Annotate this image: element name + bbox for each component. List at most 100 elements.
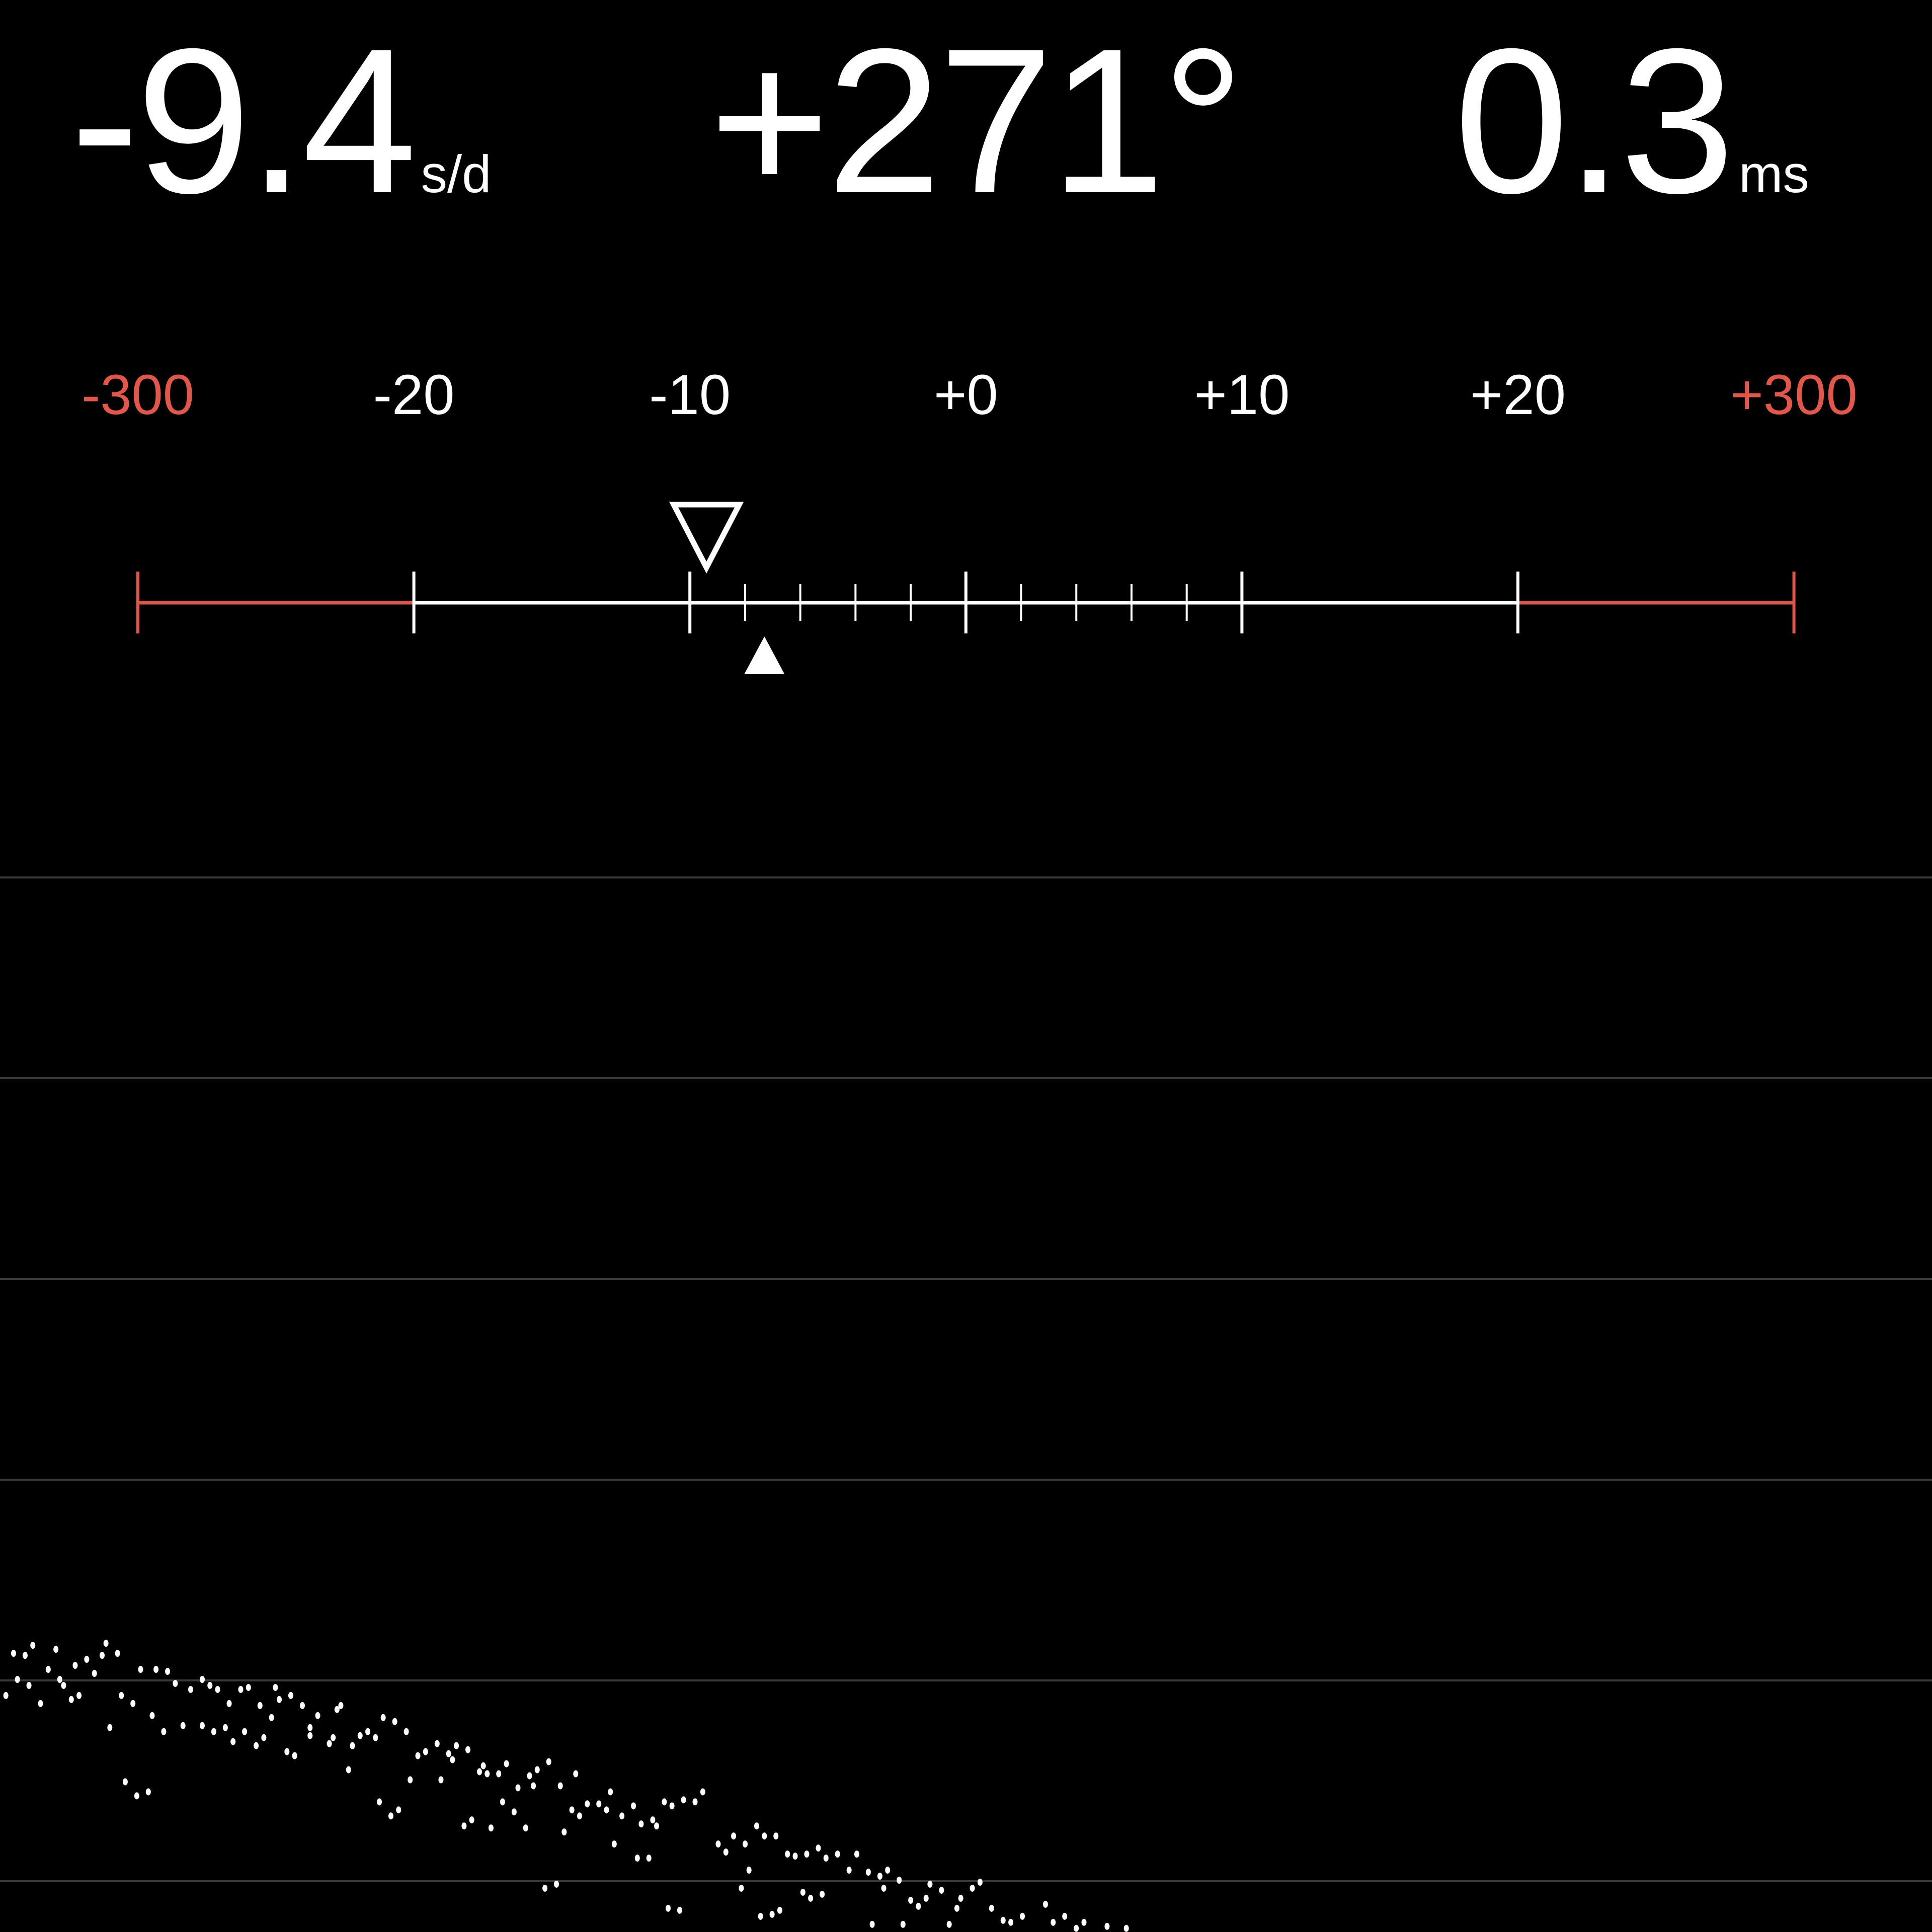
data-point [681, 1796, 686, 1804]
data-point [958, 1894, 963, 1902]
data-point [145, 1788, 151, 1796]
data-point [130, 1700, 136, 1707]
data-point [808, 1894, 814, 1902]
data-point [284, 1748, 290, 1755]
data-point [103, 1640, 109, 1647]
data-point [1062, 1912, 1068, 1920]
scale-label: -300 [81, 363, 195, 426]
data-point [3, 1692, 9, 1699]
data-point [246, 1683, 251, 1691]
data-point [665, 1904, 671, 1912]
data-point [881, 1884, 887, 1892]
data-point [523, 1824, 528, 1832]
rate-unit: s/d [421, 145, 492, 204]
data-point [746, 1867, 752, 1874]
data-point [900, 1920, 906, 1928]
data-point [608, 1788, 613, 1796]
data-point [1081, 1918, 1087, 1926]
data-point [619, 1812, 625, 1820]
data-point [885, 1867, 891, 1874]
data-point [977, 1878, 983, 1886]
data-point [731, 1832, 737, 1840]
data-point [496, 1770, 502, 1778]
data-point [1020, 1912, 1025, 1920]
data-point [854, 1850, 859, 1858]
data-point [423, 1748, 428, 1755]
data-point [380, 1714, 386, 1721]
data-point [792, 1853, 798, 1860]
data-point [650, 1816, 656, 1824]
data-point [408, 1776, 413, 1784]
data-point [877, 1873, 882, 1880]
data-point [222, 1724, 228, 1731]
data-point [254, 1742, 259, 1749]
data-point [846, 1867, 852, 1874]
data-point [970, 1884, 975, 1892]
data-point [585, 1800, 590, 1808]
data-point [561, 1828, 567, 1836]
data-point [292, 1752, 297, 1759]
data-point [743, 1840, 748, 1848]
data-point [469, 1816, 474, 1824]
data-point [804, 1850, 810, 1858]
data-point [257, 1702, 263, 1709]
rate-readout: -9.4 s/d [70, 6, 492, 236]
data-point [1008, 1918, 1014, 1926]
data-point [546, 1758, 551, 1765]
data-point [38, 1700, 43, 1707]
data-point [173, 1679, 178, 1687]
data-point [554, 1880, 559, 1888]
data-point [1051, 1918, 1056, 1926]
data-point [662, 1798, 667, 1806]
current-rate-marker-icon [744, 636, 785, 674]
data-point [631, 1802, 636, 1810]
data-point [669, 1802, 675, 1810]
data-point [762, 1832, 767, 1840]
beat-error-readout: 0.3 ms [1454, 18, 1809, 224]
data-point [392, 1718, 397, 1725]
data-point [188, 1685, 193, 1693]
data-point [376, 1798, 382, 1806]
data-point [638, 1820, 644, 1828]
rate-value: -9.4 [70, 6, 417, 236]
data-point [773, 1832, 779, 1840]
data-point [611, 1840, 617, 1848]
data-point [350, 1742, 355, 1749]
data-point [438, 1776, 444, 1784]
data-point [577, 1812, 582, 1820]
average-rate-marker-icon [669, 502, 744, 574]
data-point [331, 1734, 336, 1741]
data-point [715, 1840, 721, 1848]
data-point [596, 1800, 602, 1808]
data-point [153, 1666, 159, 1673]
data-point [515, 1784, 521, 1792]
data-point [30, 1642, 36, 1649]
data-point [396, 1806, 401, 1814]
data-point [226, 1700, 232, 1707]
data-point [989, 1904, 994, 1912]
data-point [273, 1683, 278, 1691]
data-point [754, 1822, 759, 1830]
data-point [138, 1666, 143, 1673]
data-point [534, 1766, 540, 1774]
data-point [307, 1732, 313, 1739]
data-point [365, 1728, 371, 1735]
data-point [261, 1734, 267, 1741]
data-point [1104, 1922, 1110, 1930]
data-point [604, 1806, 609, 1814]
data-point [72, 1662, 78, 1669]
data-point [415, 1752, 421, 1759]
data-point [511, 1808, 517, 1816]
data-point [446, 1750, 451, 1757]
data-point [277, 1696, 282, 1703]
data-point [869, 1920, 875, 1928]
scale-label: +300 [1730, 363, 1858, 426]
data-point [11, 1650, 16, 1657]
data-point [1000, 1916, 1006, 1924]
data-point [338, 1702, 344, 1709]
data-point [68, 1696, 74, 1703]
data-point [115, 1650, 120, 1657]
data-point [99, 1652, 105, 1659]
data-point [92, 1670, 97, 1677]
data-point [22, 1652, 28, 1659]
